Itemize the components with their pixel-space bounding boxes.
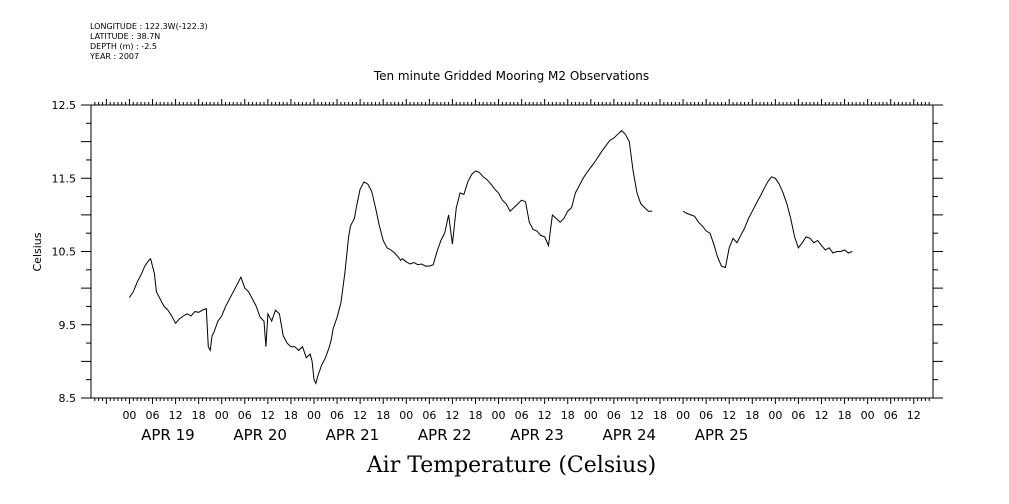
day-label: APR 25 <box>695 426 749 444</box>
x-tick-label: 06 <box>422 409 436 422</box>
x-tick-label: 12 <box>169 409 183 422</box>
x-tick-label: 06 <box>238 409 252 422</box>
x-tick-label: 12 <box>261 409 275 422</box>
x-axis-title: Air Temperature (Celsius) <box>366 453 657 478</box>
axis-ticks <box>81 99 943 404</box>
x-tick-label: 06 <box>884 409 898 422</box>
year-label: YEAR : 2007 <box>90 52 140 61</box>
x-tick-label: 06 <box>607 409 621 422</box>
x-tick-label: 12 <box>538 409 552 422</box>
x-tick-label: 18 <box>376 409 390 422</box>
metadata-block: LONGITUDE : 122.3W(-122.3) LATITUDE : 38… <box>90 22 208 62</box>
chart-title: Ten minute Gridded Mooring M2 Observatio… <box>373 69 650 83</box>
x-tick-label: 12 <box>907 409 921 422</box>
y-tick-label: 9.5 <box>59 319 77 332</box>
latitude-label: LATITUDE : 38.7N <box>90 32 161 41</box>
x-tick-label: 18 <box>192 409 206 422</box>
x-tick-label: 00 <box>492 409 506 422</box>
day-labels: APR 19 APR 20 APR 21 APR 22 APR 23 APR 24 APR … <box>141 426 748 444</box>
data-lines <box>128 129 853 385</box>
x-tick-label: 00 <box>768 409 782 422</box>
y-tick-label: 12.5 <box>52 99 77 112</box>
x-tick-label: 18 <box>838 409 852 422</box>
x-tick-label: 06 <box>330 409 344 422</box>
x-tick-labels: 00 06 12 18 00 06 12 18 00 06 12 18 00 06 12 18 00 06 12 18… <box>122 409 920 422</box>
x-tick-label: 12 <box>445 409 459 422</box>
x-tick-label: 06 <box>791 409 805 422</box>
x-tick-label: 12 <box>353 409 367 422</box>
y-tick-label: 11.5 <box>52 172 77 185</box>
x-tick-label: 06 <box>146 409 160 422</box>
day-label: APR 24 <box>602 426 656 444</box>
x-tick-label: 00 <box>307 409 321 422</box>
x-tick-label: 12 <box>722 409 736 422</box>
x-tick-label: 00 <box>215 409 229 422</box>
depth-label: DEPTH (m) : -2.5 <box>90 42 157 51</box>
x-tick-label: 18 <box>653 409 667 422</box>
x-tick-label: 06 <box>515 409 529 422</box>
x-tick-label: 00 <box>676 409 690 422</box>
x-tick-label: 18 <box>468 409 482 422</box>
day-label: APR 23 <box>510 426 564 444</box>
x-tick-label: 18 <box>561 409 575 422</box>
y-tick-label: 10.5 <box>52 246 77 259</box>
series-line <box>682 176 853 269</box>
day-label: APR 20 <box>233 426 287 444</box>
longitude-label: LONGITUDE : 122.3W(-122.3) <box>90 22 208 31</box>
x-tick-label: 12 <box>815 409 829 422</box>
x-tick-label: 12 <box>630 409 644 422</box>
series-line <box>128 129 653 385</box>
plot-frame <box>90 104 934 399</box>
day-label: APR 19 <box>141 426 195 444</box>
x-tick-label: 18 <box>745 409 759 422</box>
day-label: APR 21 <box>326 426 380 444</box>
x-tick-label: 00 <box>122 409 136 422</box>
day-label: APR 22 <box>418 426 472 444</box>
x-tick-label: 18 <box>284 409 298 422</box>
y-axis-label: Celsius <box>31 232 44 271</box>
y-tick-label: 8.5 <box>59 392 77 405</box>
x-tick-label: 06 <box>699 409 713 422</box>
x-tick-label: 00 <box>399 409 413 422</box>
x-tick-label: 00 <box>584 409 598 422</box>
x-tick-label: 00 <box>861 409 875 422</box>
y-tick-labels: 12.5 11.5 10.5 9.5 8.5 <box>52 99 77 405</box>
